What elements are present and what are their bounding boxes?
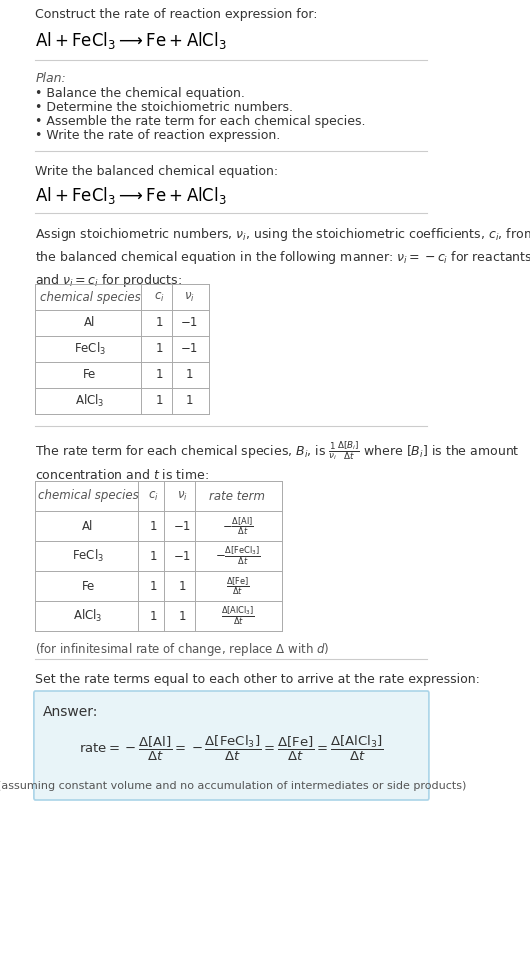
- Text: • Assemble the rate term for each chemical species.: • Assemble the rate term for each chemic…: [36, 115, 366, 128]
- Text: 1: 1: [186, 394, 193, 408]
- Text: $-\frac{\Delta[\mathrm{Al}]}{\Delta t}$: $-\frac{\Delta[\mathrm{Al}]}{\Delta t}$: [222, 515, 253, 537]
- Text: chemical species: chemical species: [38, 490, 138, 503]
- Text: AlCl$_3$: AlCl$_3$: [75, 393, 104, 409]
- Text: Al: Al: [84, 316, 95, 330]
- Text: −1: −1: [173, 549, 191, 562]
- Text: Write the balanced chemical equation:: Write the balanced chemical equation:: [36, 165, 279, 178]
- Text: 1: 1: [150, 580, 157, 592]
- Text: Set the rate terms equal to each other to arrive at the rate expression:: Set the rate terms equal to each other t…: [36, 673, 480, 686]
- Text: 1: 1: [156, 394, 163, 408]
- Text: Fe: Fe: [83, 369, 96, 382]
- Text: chemical species: chemical species: [40, 291, 140, 304]
- Text: 1: 1: [150, 549, 157, 562]
- Bar: [37, 284, 232, 414]
- Text: rate term: rate term: [209, 490, 266, 503]
- Text: $-\frac{\Delta[\mathrm{FeCl_3}]}{\Delta t}$: $-\frac{\Delta[\mathrm{FeCl_3}]}{\Delta …: [215, 545, 260, 567]
- Text: (assuming constant volume and no accumulation of intermediates or side products): (assuming constant volume and no accumul…: [0, 781, 466, 791]
- Text: $\nu_i$: $\nu_i$: [177, 489, 188, 503]
- FancyBboxPatch shape: [34, 691, 429, 800]
- Text: Assign stoichiometric numbers, $\nu_i$, using the stoichiometric coefficients, $: Assign stoichiometric numbers, $\nu_i$, …: [36, 226, 530, 289]
- Text: (for infinitesimal rate of change, replace Δ with $d$): (for infinitesimal rate of change, repla…: [36, 641, 330, 658]
- Text: $\mathrm{Al + FeCl_3 \longrightarrow Fe + AlCl_3}$: $\mathrm{Al + FeCl_3 \longrightarrow Fe …: [36, 185, 227, 206]
- Text: −1: −1: [181, 343, 199, 355]
- Text: • Write the rate of reaction expression.: • Write the rate of reaction expression.: [36, 129, 281, 142]
- Text: $\nu_i$: $\nu_i$: [184, 291, 195, 304]
- Text: −1: −1: [173, 519, 191, 533]
- Text: 1: 1: [150, 609, 157, 623]
- Text: Plan:: Plan:: [36, 72, 66, 85]
- Text: 1: 1: [186, 369, 193, 382]
- Text: $\mathrm{Al + FeCl_3 \longrightarrow Fe + AlCl_3}$: $\mathrm{Al + FeCl_3 \longrightarrow Fe …: [36, 30, 227, 51]
- Text: $\mathrm{rate} = -\dfrac{\Delta[\mathrm{Al}]}{\Delta t} = -\dfrac{\Delta[\mathrm: $\mathrm{rate} = -\dfrac{\Delta[\mathrm{…: [79, 733, 384, 762]
- Text: $\frac{\Delta[\mathrm{AlCl_3}]}{\Delta t}$: $\frac{\Delta[\mathrm{AlCl_3}]}{\Delta t…: [220, 605, 254, 628]
- Text: AlCl$_3$: AlCl$_3$: [73, 608, 103, 624]
- Text: The rate term for each chemical species, $B_i$, is $\frac{1}{\nu_i}\frac{\Delta[: The rate term for each chemical species,…: [36, 439, 520, 482]
- Text: Fe: Fe: [82, 580, 95, 592]
- Text: $c_i$: $c_i$: [148, 489, 159, 503]
- Text: Al: Al: [82, 519, 94, 533]
- Text: 1: 1: [179, 580, 186, 592]
- Text: $\frac{\Delta[\mathrm{Fe}]}{\Delta t}$: $\frac{\Delta[\mathrm{Fe}]}{\Delta t}$: [226, 575, 250, 597]
- Text: FeCl$_3$: FeCl$_3$: [74, 341, 106, 357]
- Text: • Balance the chemical equation.: • Balance the chemical equation.: [36, 87, 245, 100]
- Text: 1: 1: [179, 609, 186, 623]
- Text: 1: 1: [156, 316, 163, 330]
- Text: −1: −1: [181, 316, 199, 330]
- Text: $c_i$: $c_i$: [154, 291, 165, 304]
- Text: FeCl$_3$: FeCl$_3$: [72, 548, 104, 564]
- Text: 1: 1: [156, 369, 163, 382]
- Text: 1: 1: [156, 343, 163, 355]
- Text: Answer:: Answer:: [43, 705, 99, 719]
- Text: 1: 1: [150, 519, 157, 533]
- Text: • Determine the stoichiometric numbers.: • Determine the stoichiometric numbers.: [36, 101, 294, 114]
- Text: Construct the rate of reaction expression for:: Construct the rate of reaction expressio…: [36, 8, 318, 21]
